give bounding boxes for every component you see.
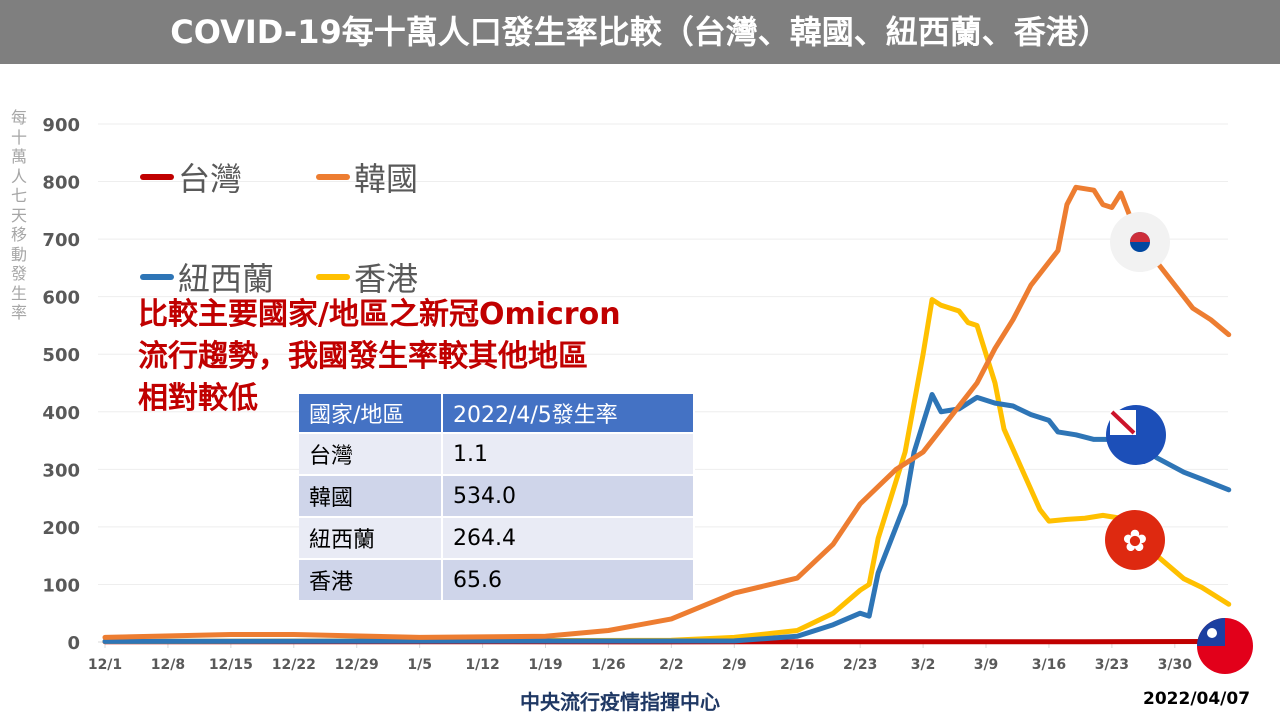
legend-label: 台灣 — [178, 160, 243, 198]
annotation-note: 比較主要國家/地區之新冠Omicron 流行趨勢，我國發生率較其他地區 相對較低 — [138, 294, 621, 420]
taiwan-flag-icon — [1197, 618, 1253, 674]
footer-source: 中央流行疫情指揮中心 — [520, 690, 720, 714]
legend-swatch — [140, 174, 174, 180]
hong-kong-flag-icon: ✿ — [1105, 510, 1165, 570]
y-tick-label: 0 — [67, 633, 80, 654]
flag-bauhinia: ✿ — [1122, 524, 1147, 559]
y-tick-label: 300 — [42, 460, 80, 481]
flag-sun — [1207, 628, 1217, 638]
y-tick-label: 700 — [42, 230, 80, 251]
table-row: 韓國 534.0 — [299, 474, 695, 517]
legend-label: 香港 — [354, 260, 419, 298]
cell: 香港 — [299, 558, 443, 600]
x-tick-label: 12/1 — [88, 657, 122, 673]
x-tick-label: 1/26 — [591, 657, 625, 673]
note-line: 流行趨勢，我國發生率較其他地區 — [138, 339, 588, 374]
incidence-table: 國家/地區 2022/4/5發生率 台灣 1.1 韓國 534.0 紐西蘭 264.4 … — [299, 394, 695, 600]
y-tick-label: 200 — [42, 518, 80, 539]
korea-flag-icon — [1110, 212, 1170, 272]
x-tick-label: 2/2 — [659, 657, 684, 673]
legend-label: 韓國 — [354, 160, 419, 198]
legend-swatch — [316, 274, 350, 280]
flag-bg — [1105, 510, 1165, 570]
cell: 264.4 — [442, 516, 695, 559]
note-line: 相對較低 — [138, 381, 258, 416]
cell: 65.6 — [442, 558, 695, 600]
x-tick-label: 2/9 — [722, 657, 747, 673]
table-header: 2022/4/5發生率 — [442, 394, 695, 433]
x-tick-label: 1/12 — [465, 657, 499, 673]
x-tick-label: 3/23 — [1095, 657, 1129, 673]
y-tick-label: 800 — [42, 173, 80, 194]
flag-yinyang-top — [1130, 232, 1150, 242]
x-tick-label: 3/16 — [1032, 657, 1066, 673]
flag-cross — [1110, 410, 1136, 435]
page-title: COVID-19每十萬人口發生率比較（台灣、韓國、紐西蘭、香港） — [0, 0, 1280, 64]
y-tick-label: 600 — [42, 288, 80, 309]
legend-label: 紐西蘭 — [178, 260, 275, 298]
table-row: 紐西蘭 264.4 — [299, 516, 695, 559]
y-tick-label: 100 — [42, 575, 80, 596]
x-tick-label: 3/30 — [1158, 657, 1193, 673]
table-row: 香港 65.6 — [299, 558, 695, 600]
table-header: 國家/地區 — [299, 394, 443, 433]
x-tick-label: 12/29 — [335, 657, 379, 673]
x-tick-label: 3/9 — [974, 657, 999, 673]
y-tick-label: 400 — [42, 403, 80, 424]
cell: 台灣 — [299, 432, 443, 475]
y-tick-label: 500 — [42, 345, 80, 366]
legend-korea: 韓國 — [316, 154, 418, 200]
table-row: 台灣 1.1 — [299, 432, 695, 475]
footer-date: 2022/04/07 — [1143, 689, 1251, 709]
legend-swatch — [316, 174, 350, 180]
y-axis-label: 每十萬人七天移動發生率 — [10, 108, 27, 322]
legend-swatch — [140, 274, 174, 280]
cell: 1.1 — [442, 432, 695, 475]
x-tick-label: 1/19 — [528, 657, 562, 673]
x-tick-label: 3/2 — [911, 657, 936, 673]
x-tick-label: 12/8 — [151, 657, 185, 673]
legend-hk: 香港 — [316, 254, 418, 300]
note-line: 比較主要國家/地區之新冠Omicron — [138, 297, 621, 332]
legend-nz: 紐西蘭 — [140, 254, 274, 300]
x-tick-label: 1/5 — [407, 657, 432, 673]
x-tick-label: 2/16 — [780, 657, 814, 673]
x-tick-label: 12/15 — [209, 657, 253, 673]
x-tick-label: 2/23 — [843, 657, 877, 673]
cell: 534.0 — [442, 474, 695, 517]
cell: 紐西蘭 — [299, 516, 443, 559]
new-zealand-flag-icon — [1106, 405, 1166, 465]
x-tick-label: 12/22 — [272, 657, 316, 673]
y-tick-label: 900 — [42, 115, 80, 136]
cell: 韓國 — [299, 474, 443, 517]
legend-taiwan: 台灣 — [140, 154, 242, 200]
